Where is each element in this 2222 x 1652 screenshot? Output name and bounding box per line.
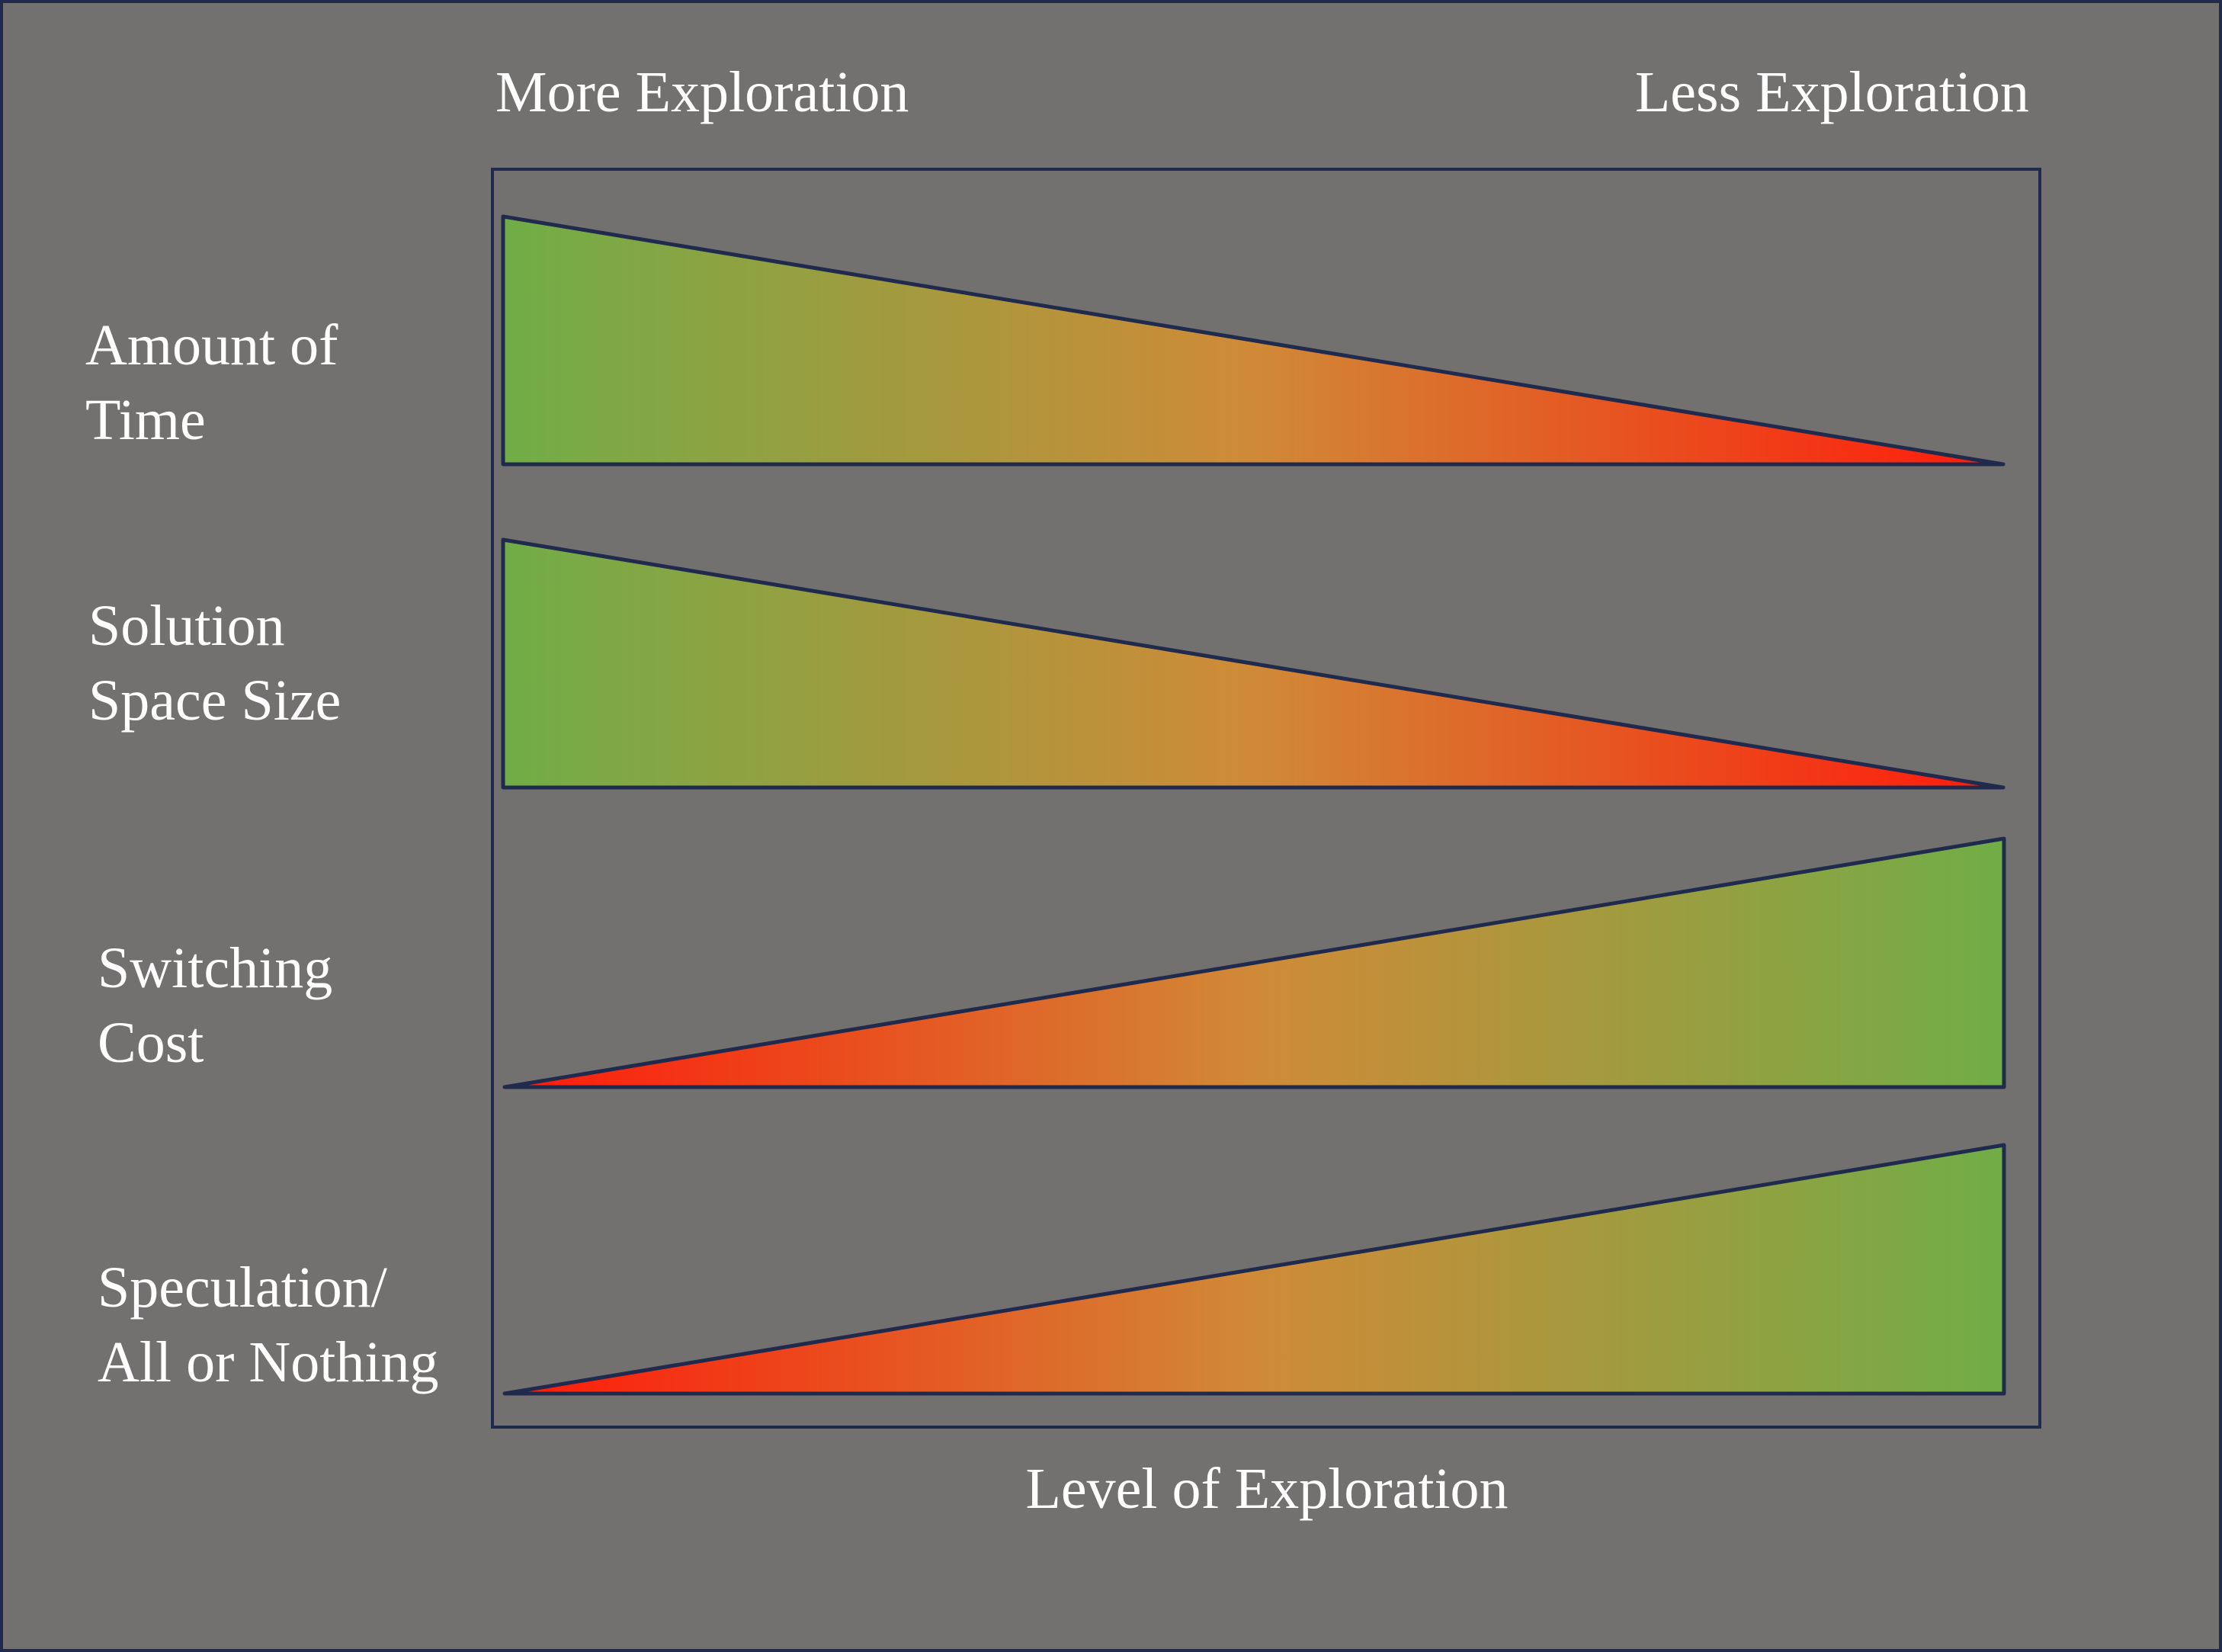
speculation-label: Speculation/ All or Nothing <box>98 1256 439 1394</box>
switching-cost-wedge <box>502 836 2006 1089</box>
speculation-wedge <box>502 1143 2006 1396</box>
less-exploration-label: Less Exploration <box>1635 60 2029 124</box>
amount-of-time-wedge <box>501 214 2006 467</box>
solution-space-size-label: Solution Space Size <box>88 594 341 733</box>
solution-space-size-label-line1: Solution <box>88 594 285 658</box>
speculation-label-line2: All or Nothing <box>98 1330 439 1394</box>
amount-of-time-label: Amount of Time <box>85 313 352 452</box>
amount-of-time-label-line2: Time <box>85 388 206 452</box>
switching-cost-label: Switching Cost <box>98 936 347 1075</box>
solution-space-size-wedge <box>501 537 2006 790</box>
diagram-frame <box>491 168 2041 1429</box>
switching-cost-label-line1: Switching <box>98 936 332 1000</box>
speculation-label-line1: Speculation/ <box>98 1256 388 1320</box>
switching-cost-label-line2: Cost <box>98 1011 204 1075</box>
level-of-exploration-label: Level of Exploration <box>1025 1457 1508 1521</box>
amount-of-time-label-line1: Amount of <box>85 313 338 377</box>
more-exploration-label: More Exploration <box>495 60 909 124</box>
solution-space-size-label-line2: Space Size <box>88 669 341 733</box>
